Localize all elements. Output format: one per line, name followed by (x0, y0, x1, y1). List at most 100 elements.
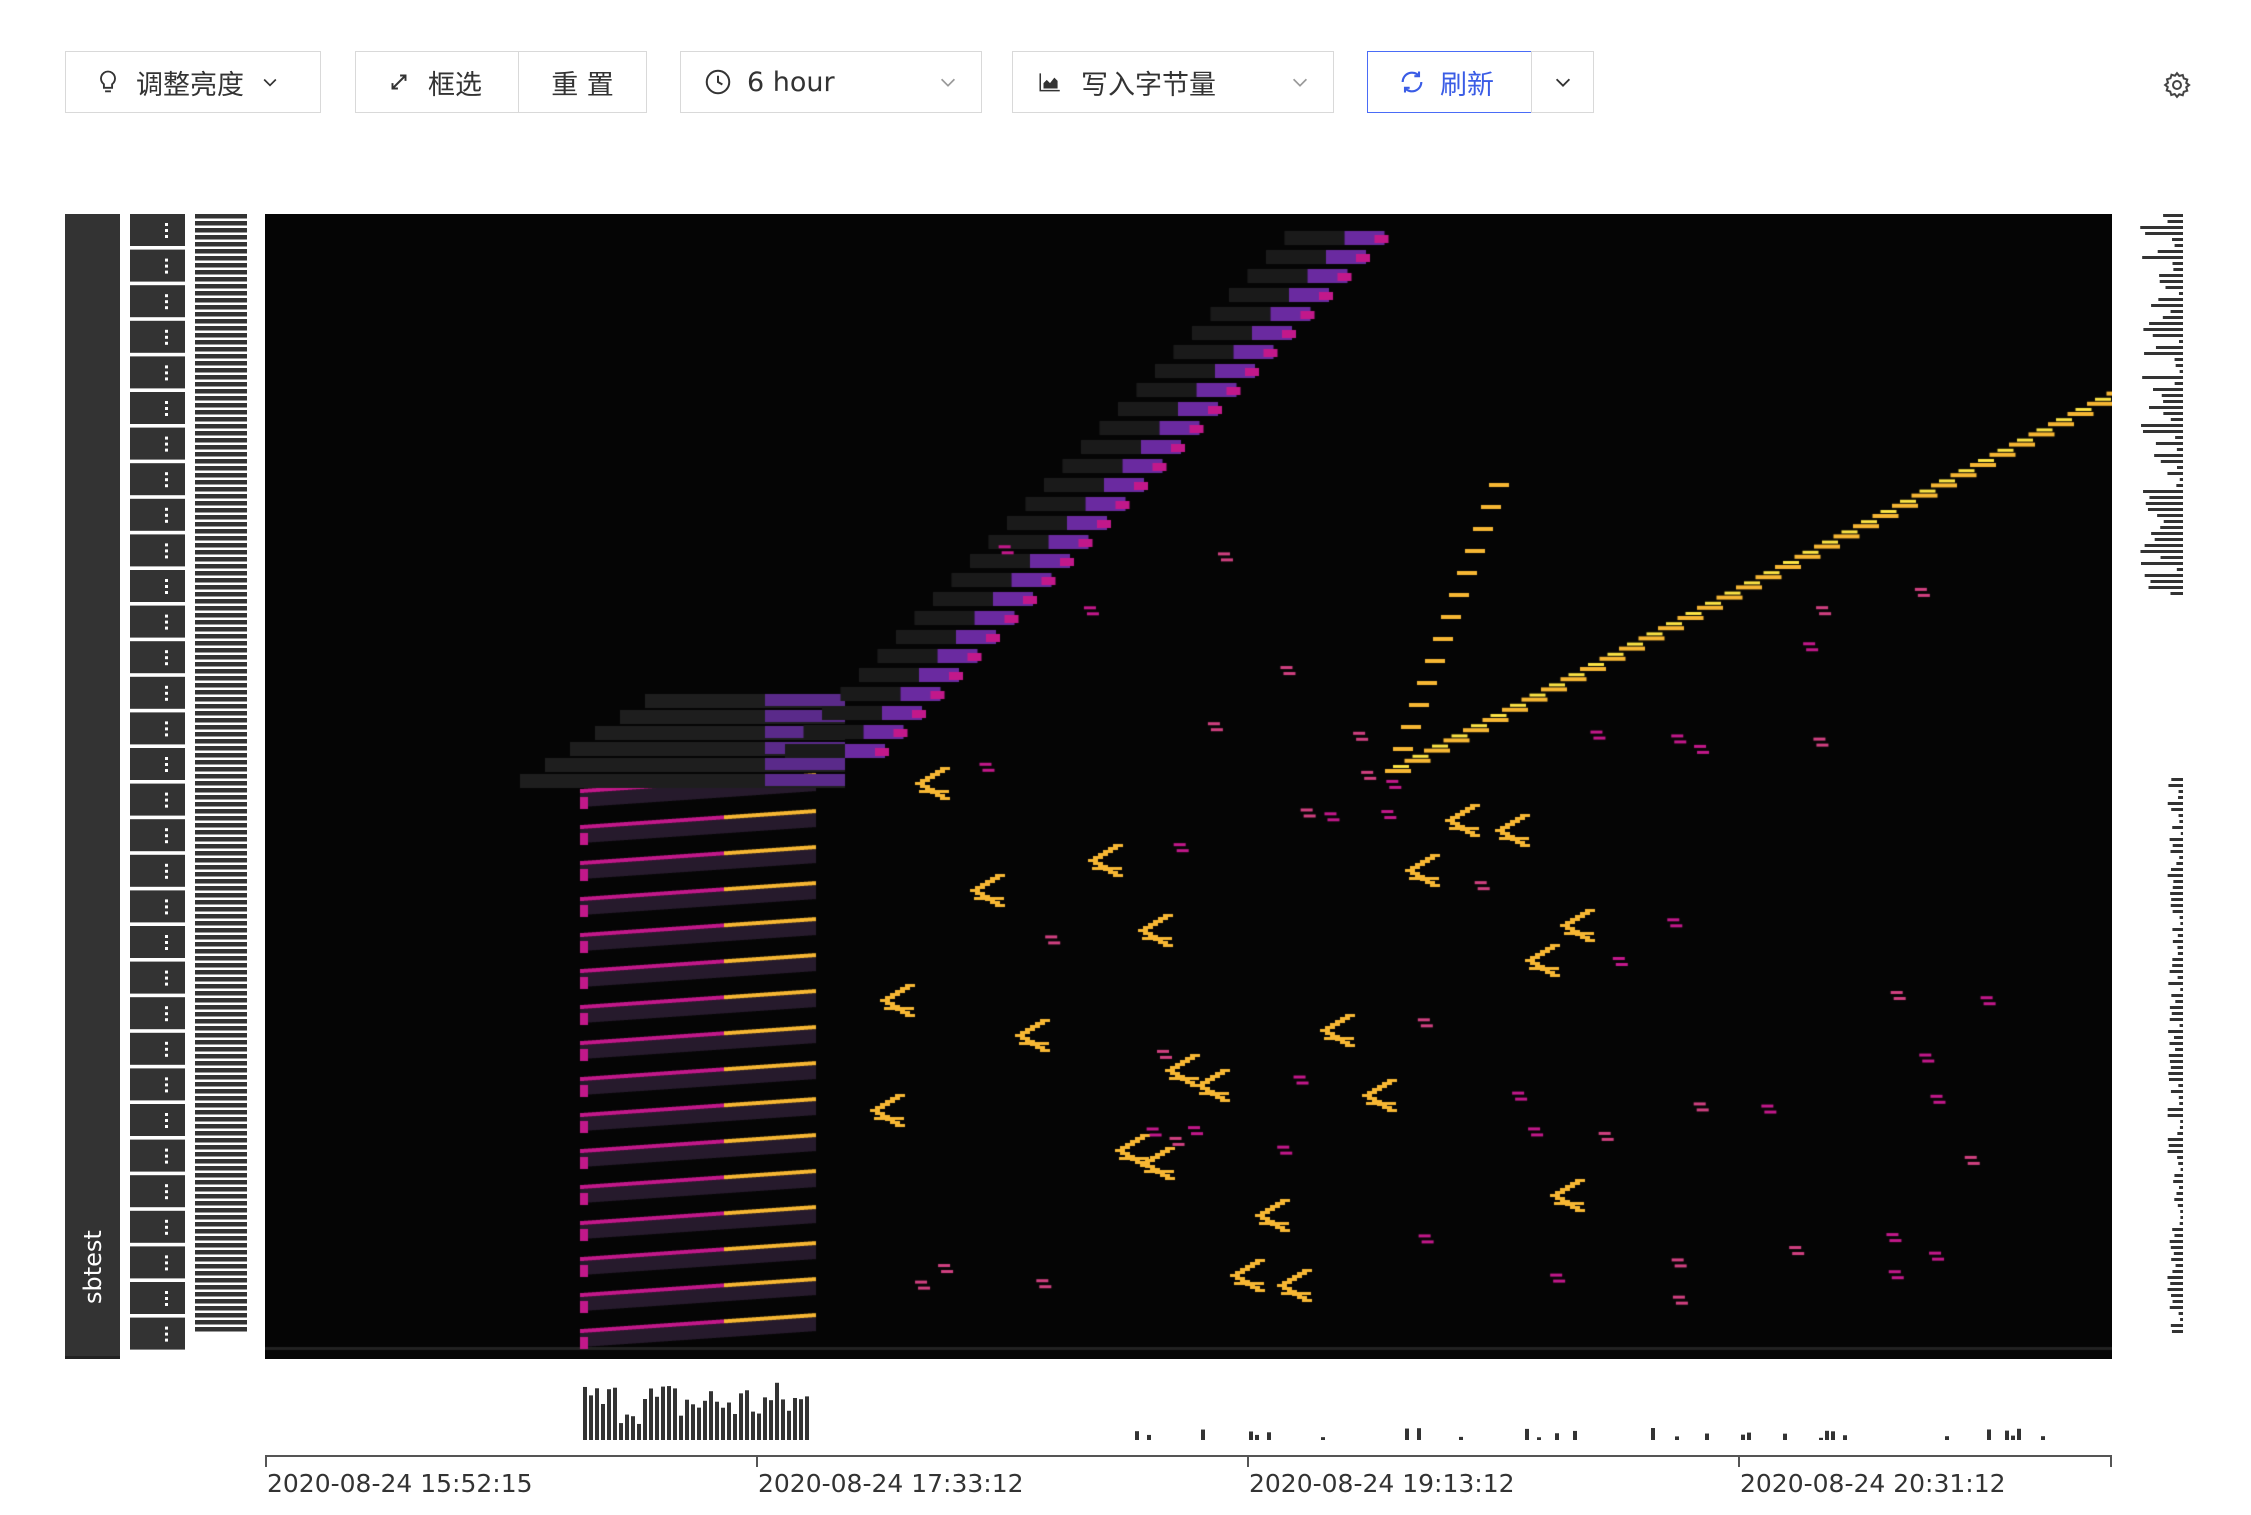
hist-bar (2167, 874, 2183, 877)
region-stripe (195, 1229, 247, 1234)
region-stripe (195, 277, 247, 282)
hist-bar (1819, 1437, 1823, 1440)
region-stripe (195, 410, 247, 415)
index-dot (165, 1219, 168, 1223)
hist-bar (679, 1415, 683, 1440)
index-dot (165, 1231, 168, 1235)
hist-bar (2157, 250, 2183, 253)
hist-bar (2179, 1222, 2183, 1225)
hist-bar (2143, 328, 2183, 331)
index-dot (165, 875, 168, 879)
region-stripe (195, 424, 247, 429)
time-range-select[interactable]: 6 hour (680, 51, 982, 113)
region-stripe (195, 1033, 247, 1038)
index-dot (165, 1154, 168, 1158)
index-dot (165, 733, 168, 737)
hist-bar (2180, 1120, 2183, 1123)
hist-bar (2168, 1072, 2183, 1075)
index-block (130, 961, 185, 994)
region-stripe (195, 1243, 247, 1248)
area-chart-icon (1037, 69, 1063, 95)
index-dot (165, 982, 168, 986)
region-stripe (195, 298, 247, 303)
region-stripe (195, 263, 247, 268)
metric-select[interactable]: 写入字节量 (1012, 51, 1334, 113)
hist-bar (2178, 1162, 2183, 1165)
table-label-bar[interactable]: sbtest (65, 214, 120, 1359)
hist-bar (2180, 1210, 2183, 1213)
index-dot (165, 976, 168, 980)
reset-button[interactable]: 重 置 (519, 52, 646, 112)
region-stripe (195, 256, 247, 261)
clock-icon (703, 67, 733, 97)
hist-bar (2179, 1126, 2183, 1129)
right-histogram (2140, 214, 2183, 1333)
hist-bar (2179, 478, 2183, 481)
brightness-dropdown[interactable]: 调整亮度 (65, 51, 321, 113)
region-stripe (195, 1110, 247, 1115)
index-dot (165, 1053, 168, 1057)
region-stripe (195, 606, 247, 611)
region-stripe (195, 550, 247, 555)
axis-label: 2020-08-24 19:13:12 (1249, 1469, 1515, 1498)
gear-icon[interactable] (2162, 70, 2192, 100)
hist-bar (1987, 1429, 1991, 1440)
index-dot (165, 519, 168, 523)
hist-bar (2160, 556, 2183, 559)
region-label-column[interactable] (195, 214, 247, 1359)
index-block (130, 214, 185, 246)
region-stripe (195, 620, 247, 625)
hist-bar (2172, 928, 2183, 931)
index-dot (165, 1338, 168, 1342)
reset-label: 重 置 (551, 69, 614, 101)
region-stripe (195, 235, 247, 240)
hist-bar (2145, 502, 2183, 505)
region-stripe (195, 270, 247, 275)
axis-tick (265, 1455, 267, 1467)
region-stripe (195, 648, 247, 653)
hist-bar (2142, 376, 2183, 379)
select-button[interactable]: 框选 (356, 52, 519, 112)
region-stripe (195, 893, 247, 898)
index-dot (165, 769, 168, 772)
hist-bar (2176, 1192, 2183, 1195)
hist-bar (2144, 352, 2183, 355)
hist-bar (793, 1397, 797, 1440)
hist-bar (2155, 346, 2183, 349)
refresh-options-button[interactable] (1531, 51, 1594, 113)
expand-arrows-icon (386, 69, 412, 95)
region-stripe (195, 494, 247, 499)
index-dot (165, 1125, 168, 1128)
index-dot (165, 341, 168, 345)
region-stripe (195, 851, 247, 856)
hist-bar (2175, 364, 2183, 367)
hist-bar (2172, 826, 2183, 829)
hist-bar (2173, 268, 2183, 271)
hist-bar (631, 1416, 635, 1440)
region-stripe (195, 1159, 247, 1164)
hist-bar (1135, 1431, 1139, 1440)
index-dot (165, 1332, 168, 1336)
metric-value: 写入字节量 (1081, 69, 1216, 101)
index-label-column[interactable] (130, 214, 185, 1359)
index-dot (165, 1291, 168, 1294)
region-stripe (195, 816, 247, 821)
index-dot (165, 727, 168, 731)
refresh-button[interactable]: 刷新 (1367, 51, 1532, 113)
region-stripe (195, 1271, 247, 1276)
hist-bar (2170, 310, 2183, 313)
hist-bar (721, 1407, 725, 1440)
region-stripe (195, 676, 247, 681)
index-dot (165, 1012, 168, 1016)
heatmap-canvas[interactable] (265, 214, 2112, 1359)
index-block (130, 1032, 185, 1065)
hist-bar (2168, 982, 2183, 985)
index-block (130, 249, 185, 282)
region-stripe (195, 1173, 247, 1178)
hist-bar (2170, 1282, 2183, 1285)
hist-bar (2171, 1258, 2183, 1261)
region-stripe (195, 977, 247, 982)
index-dot (165, 507, 168, 511)
region-stripe (195, 529, 247, 534)
index-dot (165, 484, 168, 488)
